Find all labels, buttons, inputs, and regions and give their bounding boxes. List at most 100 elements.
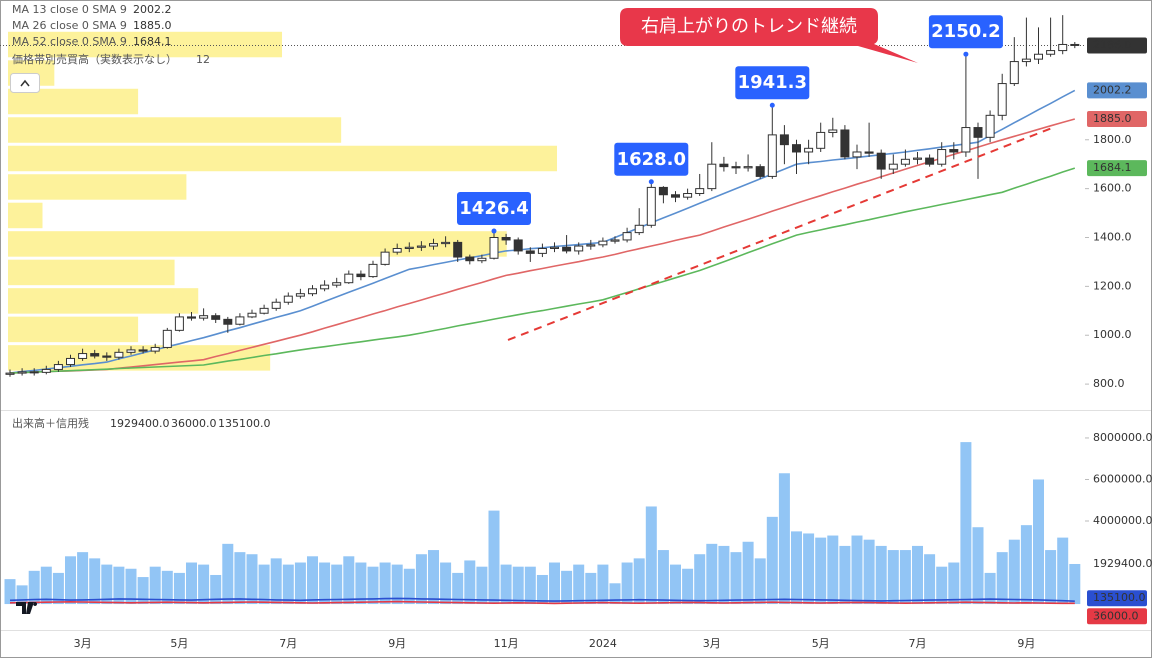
candle-body (997, 83, 1007, 116)
x-tick-label: 3月 (74, 637, 92, 650)
callout-box (457, 192, 531, 226)
volume-line (9, 600, 1075, 605)
legend-value: 1684.1 (133, 35, 172, 48)
volume-bar (355, 562, 367, 605)
volume-bar (682, 568, 694, 605)
volume-bar (863, 539, 875, 605)
volume-bar (294, 562, 306, 605)
volume-bar (1057, 537, 1069, 605)
volume-bar (210, 574, 222, 605)
x-tick-label: 3月 (703, 637, 721, 650)
last-value-label: 36000.0 (1093, 609, 1139, 622)
profile-row-size: 12 (196, 53, 210, 66)
candle-body (537, 247, 547, 254)
y-tick-label: 1000.0 (1093, 328, 1132, 341)
volume-bar (89, 558, 101, 605)
candle-body (489, 236, 499, 259)
candle-body (925, 157, 935, 165)
candle-body (404, 246, 414, 249)
y-tick-label: 1400.0 (1093, 230, 1132, 243)
last-value-box (1087, 160, 1147, 177)
ma-line (9, 167, 1076, 374)
candle-body (90, 353, 100, 357)
y-tick-label: 800.0 (1093, 377, 1125, 390)
collapse-button[interactable] (10, 73, 40, 93)
candle-body (658, 186, 668, 196)
callout-box (735, 66, 810, 100)
volume-bar (766, 516, 778, 605)
volume-bar (391, 564, 403, 605)
callout-label: 2150.2 (931, 21, 1000, 42)
candle-body (598, 240, 608, 246)
x-tick-label: 7月 (279, 637, 297, 650)
x-tick-label: 11月 (494, 637, 519, 650)
candle-body (247, 312, 257, 318)
candle-body (985, 114, 995, 138)
candle-body (235, 316, 245, 325)
high-dot (769, 102, 775, 108)
callout-label: 1426.4 (459, 198, 528, 219)
profile-bar (8, 259, 175, 286)
volume-bar (440, 562, 452, 605)
volume-bar (912, 545, 923, 605)
profile-bar (8, 88, 139, 115)
volume-bar (270, 558, 282, 605)
candle-body (525, 250, 535, 254)
volume-bar (718, 545, 730, 605)
profile-bar (8, 117, 342, 143)
candle-body (332, 282, 342, 286)
volume-bar (754, 558, 766, 605)
candle-body (755, 166, 765, 177)
volume-bar (742, 541, 754, 605)
candle-body (320, 284, 330, 290)
y-tick-label: 8000000.0 (1093, 431, 1152, 444)
volume-bar (125, 568, 137, 605)
candle-body (453, 241, 463, 258)
candle-body (586, 244, 596, 247)
profile-bar (8, 145, 557, 172)
volume-bar (1033, 479, 1044, 605)
candle-body (102, 355, 112, 358)
volume-bar (549, 562, 560, 605)
y-tick-label: 6000000.0 (1093, 472, 1152, 485)
volume-bar (633, 558, 645, 605)
volume-bar (343, 556, 355, 605)
volume-bar (234, 552, 246, 605)
ma-line (9, 118, 1076, 374)
volume-bar (536, 574, 548, 605)
logo (16, 602, 38, 614)
x-tick-label: 5月 (812, 637, 830, 650)
candle-body (211, 315, 221, 320)
volume-bar (161, 570, 173, 605)
volume-bar (222, 543, 234, 605)
candle-body (828, 129, 838, 133)
candle-body (719, 163, 729, 168)
profile-bar (8, 202, 43, 229)
candle-body (416, 245, 426, 248)
last-value-box (1087, 110, 1147, 127)
candle-body (1070, 43, 1080, 46)
volume-bar (16, 585, 28, 605)
candle-body (671, 194, 680, 198)
last-value-label: 1684.1 (1093, 161, 1132, 174)
candle-body (41, 368, 51, 373)
volume-bar (186, 562, 197, 605)
candle-body (695, 188, 705, 195)
candle-body (187, 316, 196, 319)
legend-value: 2002.2 (133, 3, 172, 16)
candle-body (731, 166, 741, 169)
volume-bar (778, 473, 790, 605)
volume-bar (258, 564, 270, 605)
candle-body (840, 129, 850, 158)
candle-body (1046, 50, 1056, 55)
volume-bar (996, 552, 1008, 605)
candle-body (646, 186, 656, 226)
candle-body (199, 315, 209, 319)
volume-bar (561, 570, 573, 605)
profile-bar (8, 288, 199, 314)
profile-title: 価格帯別売買高（実数表示なし） (12, 52, 177, 66)
volume-bar (730, 552, 742, 605)
x-tick-label: 5月 (170, 637, 188, 650)
volume-bar (40, 566, 52, 605)
last-value-label: 135100.0 (1093, 591, 1146, 604)
